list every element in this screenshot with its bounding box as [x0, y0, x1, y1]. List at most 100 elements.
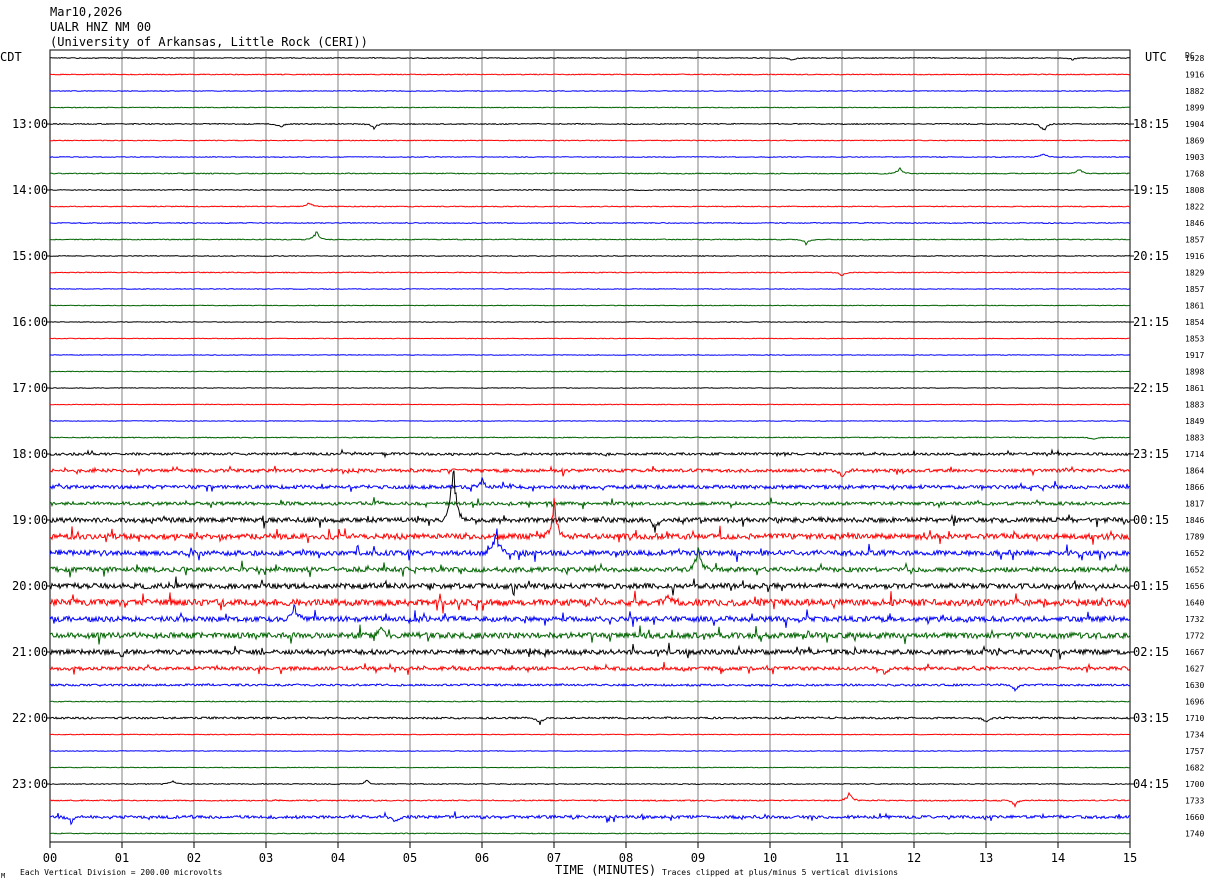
trace-row	[49, 153, 1131, 158]
dc-value: 1808	[1185, 186, 1204, 195]
trace-row	[49, 56, 1131, 61]
dc-value: 1714	[1185, 450, 1204, 459]
trace-row	[49, 271, 1130, 276]
dc-value: 1854	[1185, 318, 1204, 327]
dc-value: 1846	[1185, 516, 1204, 525]
x-tick-label: 09	[691, 851, 705, 865]
trace-row	[49, 448, 1131, 459]
dc-value: 1732	[1185, 615, 1204, 624]
trace-row	[49, 188, 1131, 192]
x-tick-label: 10	[763, 851, 777, 865]
right-time-label: 03:15	[1133, 711, 1169, 725]
plot-date: Mar10,2026	[50, 5, 122, 19]
trace-row	[49, 733, 1131, 736]
trace-row	[49, 221, 1131, 225]
x-tick-label: 06	[475, 851, 489, 865]
dc-value: 1861	[1185, 302, 1204, 311]
dc-value: 1917	[1185, 351, 1204, 360]
dc-value: 1789	[1185, 533, 1204, 542]
dc-value: 1733	[1185, 797, 1204, 806]
dc-value: 1883	[1185, 401, 1204, 410]
left-time-label: 20:00	[12, 579, 48, 593]
left-time-label: 19:00	[12, 513, 48, 527]
left-time-label: 14:00	[12, 183, 48, 197]
clip-note: Traces clipped at plus/minus 5 vertical …	[662, 868, 898, 877]
trace-row	[49, 590, 1131, 614]
dc-value: 1682	[1185, 764, 1204, 773]
dc-value: 1652	[1185, 549, 1204, 558]
dc-value: 1849	[1185, 417, 1204, 426]
trace-row	[49, 642, 1131, 660]
x-tick-label: 13	[979, 851, 993, 865]
right-time-label: 23:15	[1133, 447, 1169, 461]
left-time-label: 21:00	[12, 645, 48, 659]
trace-row	[49, 106, 1130, 109]
scale-note: Each Vertical Division = 200.00 microvol…	[20, 868, 222, 877]
trace-row	[49, 766, 1131, 769]
trace-row	[49, 661, 1131, 675]
left-time-label: 23:00	[12, 777, 48, 791]
dc-value: 1740	[1185, 830, 1204, 839]
trace-row	[49, 832, 1130, 835]
dc-value: 1857	[1185, 236, 1204, 245]
dc-value: 1696	[1185, 698, 1204, 707]
dc-value: 1627	[1185, 665, 1204, 674]
trace-row	[49, 436, 1131, 440]
trace-row	[49, 403, 1131, 406]
seismic-traces	[49, 56, 1131, 835]
dc-value: 1853	[1185, 335, 1204, 344]
trace-row	[50, 337, 1131, 340]
trace-row	[49, 166, 1131, 175]
dc-offset-labels: 1928 1916 1882 1899 1904 1869 1903 1768 1808 1822…	[1185, 54, 1204, 839]
dc-value: 1652	[1185, 566, 1204, 575]
trace-row	[49, 477, 1131, 492]
left-time-label: 13:00	[12, 117, 48, 131]
dc-value: 1899	[1185, 104, 1204, 113]
dc-value: 1667	[1185, 648, 1204, 657]
dc-value: 1904	[1185, 120, 1204, 129]
dc-value: 1928	[1185, 54, 1204, 63]
trace-row	[50, 791, 1131, 808]
corner-mark: M	[1, 872, 5, 880]
dc-value: 1846	[1185, 219, 1204, 228]
dc-value: 1903	[1185, 153, 1204, 162]
dc-value: 1768	[1185, 170, 1204, 179]
x-tick-label: 01	[115, 851, 129, 865]
trace-row	[49, 304, 1131, 307]
trace-row	[50, 139, 1131, 142]
x-tick-label: 11	[835, 851, 849, 865]
dc-value: 1866	[1185, 483, 1204, 492]
trace-row	[49, 497, 1131, 510]
trace-row	[50, 354, 1131, 356]
left-time-label: 16:00	[12, 315, 48, 329]
trace-row	[49, 202, 1131, 208]
trace-row	[49, 603, 1131, 628]
dc-value: 1861	[1185, 384, 1204, 393]
dc-value: 1864	[1185, 467, 1204, 476]
x-axis-title: TIME (MINUTES)	[555, 863, 656, 877]
right-time-label: 19:15	[1133, 183, 1169, 197]
dc-value: 1822	[1185, 203, 1204, 212]
left-time-label: 22:00	[12, 711, 48, 725]
trace-row	[49, 321, 1131, 323]
station-code: UALR HNZ NM 00	[50, 20, 151, 34]
trace-row	[49, 465, 1130, 478]
x-tick-label: 12	[907, 851, 921, 865]
trace-row	[49, 750, 1131, 752]
trace-row	[49, 576, 1131, 597]
trace-row	[49, 547, 1131, 578]
trace-row	[49, 497, 1131, 545]
x-tick-label: 02	[187, 851, 201, 865]
trace-row	[49, 716, 1131, 726]
right-time-label: 01:15	[1133, 579, 1169, 593]
dc-value: 1640	[1185, 599, 1204, 608]
right-time-label: 20:15	[1133, 249, 1169, 263]
x-tick-label: 07	[547, 851, 561, 865]
dc-value: 1898	[1185, 368, 1204, 377]
trace-row	[49, 420, 1131, 422]
dc-value: 1916	[1185, 252, 1204, 261]
left-time-labels: 13:00 14:00 15:00 16:00 17:00 18:00 19:00 20:00…	[12, 117, 50, 791]
x-axis-ticks: 00 01 02 03 04 05 06 07 08 09 10 11 12 13 14 15	[43, 842, 1137, 865]
x-tick-label: 04	[331, 851, 345, 865]
trace-row	[49, 700, 1130, 703]
